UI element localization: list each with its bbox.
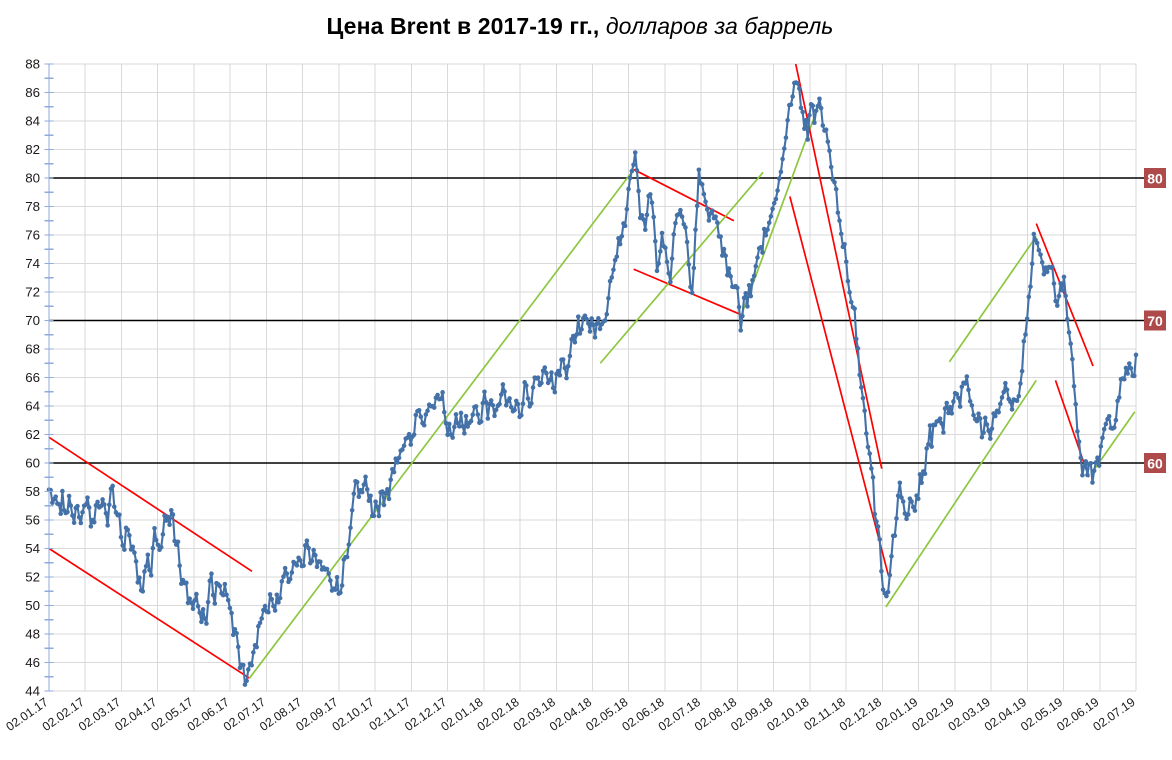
svg-text:62: 62	[25, 427, 40, 442]
svg-text:46: 46	[25, 655, 40, 670]
svg-text:52: 52	[25, 570, 40, 585]
svg-text:66: 66	[25, 370, 40, 385]
svg-text:56: 56	[25, 513, 40, 528]
svg-text:76: 76	[25, 228, 40, 243]
svg-text:70: 70	[1147, 313, 1163, 329]
svg-text:84: 84	[25, 114, 40, 129]
svg-text:68: 68	[25, 342, 40, 357]
svg-text:80: 80	[1147, 171, 1163, 187]
svg-text:44: 44	[25, 684, 40, 699]
svg-text:86: 86	[25, 85, 40, 100]
svg-text:74: 74	[25, 256, 40, 271]
svg-text:58: 58	[25, 484, 40, 499]
svg-text:80: 80	[25, 171, 40, 186]
svg-text:78: 78	[25, 199, 40, 214]
svg-text:60: 60	[25, 456, 40, 471]
svg-text:82: 82	[25, 142, 40, 157]
svg-text:64: 64	[25, 399, 40, 414]
svg-text:50: 50	[25, 598, 40, 613]
svg-text:88: 88	[25, 57, 40, 72]
svg-text:54: 54	[25, 541, 40, 556]
svg-text:60: 60	[1147, 456, 1163, 472]
svg-text:72: 72	[25, 285, 40, 300]
svg-text:48: 48	[25, 627, 40, 642]
svg-text:70: 70	[25, 313, 40, 328]
